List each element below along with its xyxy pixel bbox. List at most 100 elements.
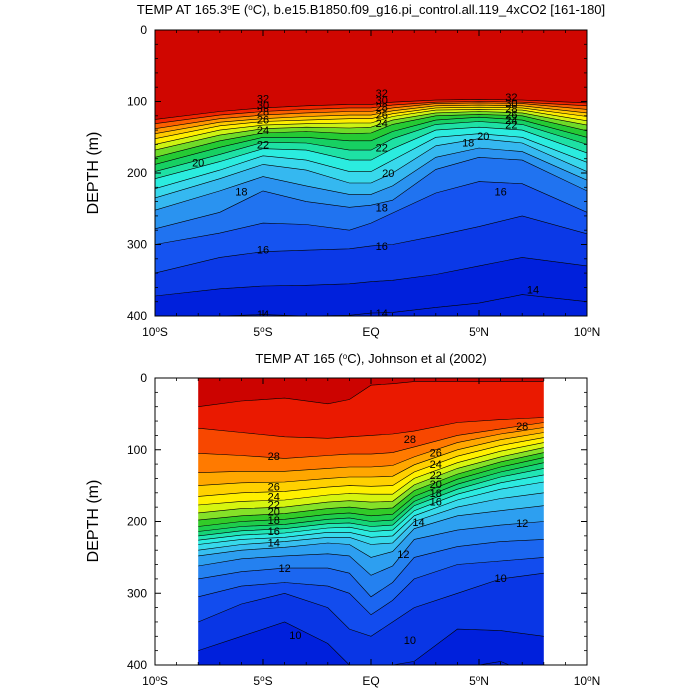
contour-label: 30 [257, 100, 269, 112]
isotherm-line [198, 621, 544, 665]
temperature-band [155, 114, 587, 165]
isotherm-line [198, 422, 544, 459]
isotherm-line [198, 557, 544, 616]
contour-label: 22 [257, 139, 269, 151]
contour-label: 30 [505, 98, 517, 110]
contour-label: 16 [257, 245, 269, 257]
contour-label: 26 [430, 448, 442, 460]
temperature-band [155, 215, 587, 296]
isotherm-line [198, 468, 544, 537]
temperature-band [155, 102, 587, 134]
contour-label: 26 [505, 109, 517, 121]
isotherm-line [198, 381, 544, 407]
contour-label: 18 [462, 137, 474, 149]
temperature-band [198, 378, 544, 407]
title-part: C), b.e15.B1850.f09_g16.pi_control.all.1… [253, 2, 605, 17]
temperature-band [198, 482, 544, 551]
axes: 10oS 5oS EQ 5oN 10oN 0 100 200 300 400 [127, 23, 600, 339]
temperature-band [198, 437, 544, 505]
isotherm-line [155, 121, 587, 172]
contour-label: 16 [376, 241, 388, 253]
x-tick-label: 10oS [142, 674, 168, 689]
contour-label: 14 [376, 308, 388, 320]
contour-label: 12 [397, 549, 409, 561]
title-part: TEMP AT 165.3 [137, 2, 227, 17]
chart-title-model: TEMP AT 165.3oE (oC), b.e15.B1850.f09_g1… [137, 2, 605, 17]
chart-panel-observed: TEMP AT 165 (oC), Johnson et al (2002) 2… [85, 351, 600, 688]
isotherm-line [155, 147, 587, 211]
isotherm-line [198, 457, 544, 527]
isotherm-line [155, 101, 587, 124]
contour-label: 18 [430, 488, 442, 500]
contour-label: 26 [268, 481, 280, 493]
contour-label: 28 [257, 107, 269, 119]
temperature-band [155, 138, 587, 211]
title-sup: o [248, 3, 253, 12]
contour-label: 28 [376, 102, 388, 114]
isotherm-line [198, 437, 544, 497]
contour-label: 32 [505, 92, 517, 104]
contour-label: 22 [505, 119, 517, 131]
contour-label: 10 [289, 630, 301, 642]
contour-label: 12 [278, 563, 290, 575]
isotherm-line [198, 462, 544, 532]
x-tick-label: 5oS [253, 674, 272, 689]
temperature-band [155, 101, 587, 129]
isotherm-line [198, 492, 544, 551]
isotherm-line [155, 257, 587, 297]
y-tick-label: 200 [127, 515, 147, 529]
contour-label: 16 [430, 496, 442, 508]
x-tick-label: EQ [362, 674, 379, 688]
temperature-band [155, 133, 587, 198]
y-axis-label: DEPTH (m) [85, 480, 102, 563]
temperature-band [198, 381, 544, 439]
temperature-band [198, 557, 544, 637]
contour-label: 12 [516, 518, 528, 530]
axes: 10oS 5oS EQ 5oN 10oN 0 100 200 300 400 [127, 371, 600, 688]
isotherm-line [198, 572, 544, 637]
temperature-band [479, 661, 510, 665]
temperature-band [198, 432, 544, 497]
isotherm-line [155, 126, 587, 179]
contour-label: 30 [376, 95, 388, 107]
isotherm-line [198, 442, 544, 506]
contour-labels: 3230282624222018161432302826242220181614… [192, 88, 539, 320]
temperature-band [155, 257, 587, 316]
temperature-band [198, 417, 544, 459]
contour-label: 22 [268, 499, 280, 511]
isotherm-line [198, 481, 544, 545]
temperature-band [198, 427, 544, 486]
contour-label: 20 [477, 131, 489, 143]
isotherm-line [155, 133, 587, 189]
temperature-band [198, 422, 544, 473]
contour-labels: 2826242220181614121028262422201816141210… [268, 421, 529, 647]
temperature-band [198, 447, 544, 521]
title-part: C), Johnson et al (2002) [347, 351, 486, 366]
temperature-band [155, 117, 587, 172]
temperature-band [155, 127, 587, 189]
contour-label: 20 [192, 157, 204, 169]
contour-fills [155, 30, 587, 316]
isotherm-line [198, 447, 544, 514]
contour-label: 32 [257, 94, 269, 106]
x-tick-label: 5oS [253, 325, 272, 340]
contour-label: 28 [505, 104, 517, 116]
temperature-band [155, 157, 587, 245]
contour-label: 24 [268, 491, 280, 503]
temperature-band [198, 505, 544, 576]
contour-lines [198, 381, 544, 665]
temperature-band [155, 181, 587, 274]
temperature-band [198, 457, 544, 532]
contour-fills [198, 378, 544, 665]
temperature-band [198, 452, 544, 527]
temperature-band [198, 539, 544, 615]
y-tick-label: 300 [127, 586, 147, 600]
title-part: TEMP AT 165 ( [255, 351, 343, 366]
x-tick-label: 10oN [574, 325, 600, 340]
temperature-band [198, 492, 544, 558]
temperature-band [155, 109, 587, 151]
chart-title-observed: TEMP AT 165 (oC), Johnson et al (2002) [255, 351, 486, 366]
temperature-band [198, 462, 544, 536]
x-tick-label: EQ [362, 325, 379, 339]
